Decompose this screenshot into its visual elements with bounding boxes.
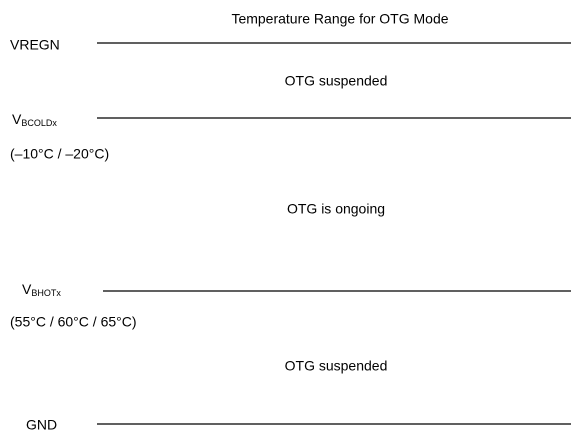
level-label: VBCOLDx	[12, 111, 57, 129]
level-label: VBHOTx	[22, 281, 61, 299]
region-label: OTG is ongoing	[287, 201, 385, 217]
region-label: OTG suspended	[285, 358, 388, 374]
region-label: OTG suspended	[285, 73, 388, 89]
level-symbol: V	[22, 281, 32, 297]
level-range: (–10°C / –20°C)	[10, 146, 109, 162]
title: Temperature Range for OTG Mode	[231, 11, 448, 27]
level-subscript: BHOTx	[31, 288, 61, 298]
level-range: (55°C / 60°C / 65°C)	[10, 314, 137, 330]
level-label: VREGN	[10, 37, 60, 53]
level-label: GND	[26, 417, 57, 433]
level-subscript: BCOLDx	[21, 118, 57, 128]
level-symbol: V	[12, 111, 22, 127]
